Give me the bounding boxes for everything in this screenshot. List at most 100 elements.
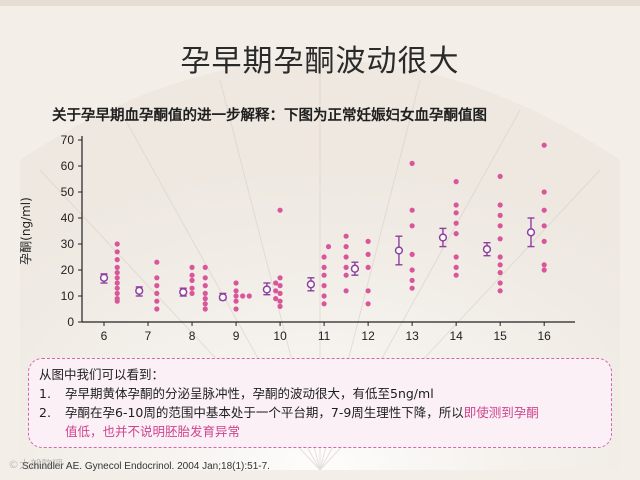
data-point (343, 288, 349, 294)
data-point (154, 290, 160, 296)
y-tick-label: 50 (61, 185, 75, 199)
notes-item-text-a: 孕酮在孕6-10周的范围中基本处于一个平台期，7-9周生理性下降，所以 (65, 405, 464, 420)
data-point (154, 283, 160, 289)
notes-item-1: 1. 孕早期黄体孕酮的分泌呈脉冲性，孕酮的波动很大，有低至5ng/ml (39, 384, 601, 403)
mean-marker (482, 245, 492, 254)
data-point (343, 244, 349, 250)
data-point (497, 270, 503, 276)
data-point (114, 264, 120, 270)
data-point (202, 296, 208, 302)
data-point (343, 264, 349, 270)
data-point (233, 288, 239, 294)
data-point (365, 238, 371, 244)
data-point (277, 290, 283, 296)
x-tick-label: 16 (538, 329, 552, 343)
mean-marker (350, 264, 360, 273)
notes-item-2-continued: 值低，也并不说明胚胎发育异常 (39, 422, 601, 441)
data-point (541, 207, 547, 213)
data-point (409, 207, 415, 213)
mean-marker (262, 285, 272, 294)
data-point (409, 223, 415, 229)
data-point (273, 288, 279, 294)
data-point (321, 254, 327, 260)
data-point (189, 285, 195, 291)
data-point (343, 254, 349, 260)
data-point (154, 275, 160, 281)
y-tick-label: 40 (61, 211, 75, 225)
data-point (114, 285, 120, 291)
data-point (453, 254, 459, 260)
notes-item-2: 2. 孕酮在孕6-10周的范围中基本处于一个平台期，7-9周生理性下降，所以即使… (39, 403, 601, 422)
mean-marker (526, 228, 536, 237)
y-axis-label: 孕酮(ng/ml) (19, 197, 33, 265)
data-point (453, 231, 459, 237)
data-point (273, 280, 279, 286)
data-point (202, 275, 208, 281)
page-title: 孕早期孕酮波动很大 (180, 44, 460, 79)
data-point (114, 270, 120, 276)
data-point (240, 293, 246, 299)
data-point (541, 238, 547, 244)
data-point (154, 306, 160, 312)
mean-marker (306, 280, 316, 289)
y-tick-label: 20 (61, 263, 75, 277)
data-point (321, 272, 327, 278)
x-tick-label: 13 (405, 329, 419, 343)
data-point (497, 262, 503, 268)
data-point (154, 259, 160, 265)
data-point (277, 298, 283, 304)
notes-item-text: 孕早期黄体孕酮的分泌呈脉冲性，孕酮的波动很大，有低至5ng/ml (65, 386, 434, 401)
data-point (114, 241, 120, 247)
data-point (277, 207, 283, 213)
y-tick-label: 10 (61, 289, 75, 303)
data-point (273, 296, 279, 302)
data-point (541, 223, 547, 229)
data-point (189, 290, 195, 296)
data-point (277, 303, 283, 309)
data-point (114, 275, 120, 281)
data-point (114, 249, 120, 255)
data-point (325, 244, 332, 250)
data-point (541, 267, 547, 273)
data-point (343, 272, 349, 278)
data-point (246, 293, 252, 299)
chart-subtitle: 关于孕早期血孕酮值的进一步解释：下图为正常妊娠妇女血孕酮值图 (52, 108, 487, 124)
x-tick-label: 15 (493, 329, 507, 343)
data-point (321, 264, 327, 270)
data-point (409, 160, 415, 166)
data-point (202, 301, 208, 307)
watermark: ©大部整理 (8, 458, 63, 471)
mean-marker (438, 233, 448, 242)
x-tick-label: 10 (273, 329, 287, 343)
data-point (233, 293, 239, 299)
x-tick-label: 8 (189, 329, 196, 343)
data-point (409, 277, 415, 283)
data-point (189, 272, 195, 278)
data-point (365, 264, 371, 270)
data-point (114, 298, 120, 304)
data-point (497, 223, 503, 229)
mean-marker (218, 293, 228, 302)
mean-marker (394, 246, 404, 255)
data-point (321, 283, 327, 289)
mean-marker (135, 286, 144, 295)
data-point (497, 202, 503, 208)
data-point (277, 275, 283, 281)
data-point (343, 233, 349, 239)
notes-item-number: 1. (39, 386, 51, 401)
x-tick-label: 11 (318, 329, 331, 343)
data-point (321, 301, 327, 307)
data-point (365, 251, 371, 257)
notes-item-highlight: 即使测到孕酮 (463, 405, 539, 420)
x-tick-label: 6 (101, 329, 108, 343)
data-point (233, 306, 239, 312)
data-point (365, 288, 371, 294)
data-point (497, 288, 503, 294)
y-tick-label: 30 (61, 237, 75, 251)
data-point (202, 264, 208, 270)
data-point (202, 306, 208, 312)
mean-marker (179, 287, 188, 297)
data-point (453, 264, 459, 270)
data-point (453, 210, 459, 216)
data-point (497, 173, 503, 179)
